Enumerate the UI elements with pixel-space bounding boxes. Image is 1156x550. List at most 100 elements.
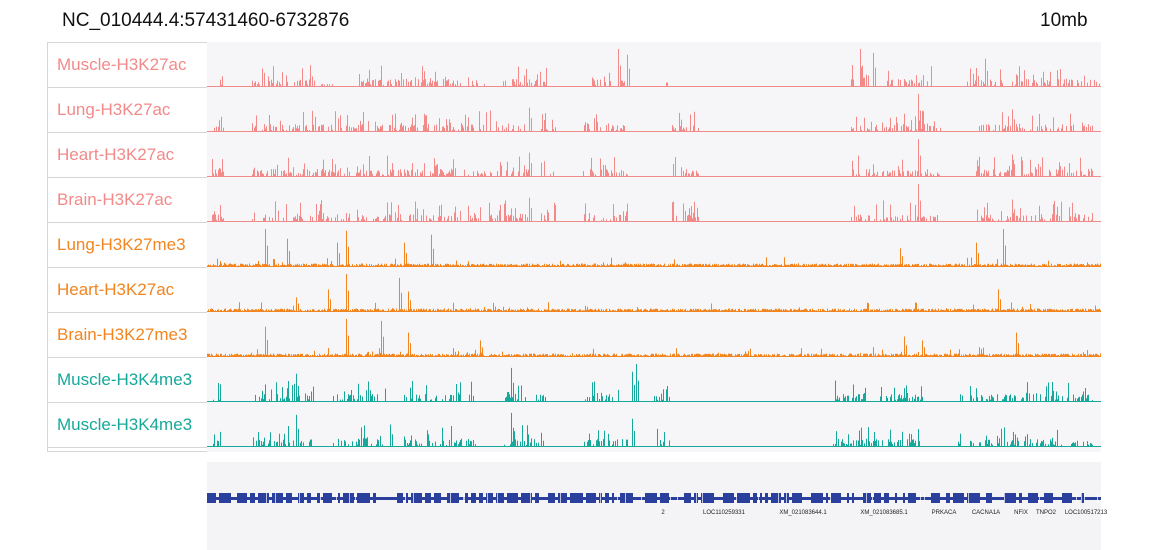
signal-peaks: [207, 319, 1101, 356]
exon-block: [258, 493, 269, 503]
track-signal: [207, 184, 1101, 222]
signal-peaks: [212, 139, 1093, 176]
exon-gap: [702, 493, 703, 503]
exon-gap: [670, 493, 671, 503]
exon-gap: [450, 493, 451, 503]
exon-block: [507, 493, 518, 503]
gene-label[interactable]: NFIX: [1014, 510, 1028, 516]
exon-block: [373, 493, 376, 503]
exon-block: [831, 493, 841, 503]
track-data-area[interactable]: [207, 42, 1101, 452]
track-label[interactable]: Brain-H3K27ac: [48, 178, 208, 223]
exon-block: [570, 493, 583, 503]
track-label[interactable]: Muscle-H3K4me3: [48, 358, 208, 403]
exon-gap: [696, 493, 697, 503]
track-label[interactable]: Muscle-H3K4me3: [48, 403, 208, 448]
exon-block: [760, 493, 762, 503]
exon-gap: [677, 493, 678, 503]
exon-block: [895, 493, 897, 503]
exon-gap: [560, 493, 561, 503]
exon-block: [701, 493, 714, 503]
exon-block: [946, 493, 950, 503]
exon-block: [612, 493, 614, 503]
exon-block: [1028, 493, 1038, 503]
exon-block: [967, 493, 980, 503]
scale-label: 10mb: [1040, 10, 1088, 31]
exon-gap: [617, 493, 618, 503]
exon-gap: [487, 493, 488, 503]
gene-label[interactable]: PRKACA: [931, 510, 957, 516]
exon-gap: [641, 493, 642, 503]
exon-block: [425, 493, 431, 503]
exon-gap: [872, 493, 873, 503]
gene-label[interactable]: CACNA1A: [971, 510, 1001, 516]
exon-gap: [355, 493, 356, 503]
exon-gap: [968, 493, 969, 503]
gene-label[interactable]: LOC100517213: [1064, 510, 1108, 516]
track-label[interactable]: Brain-H3K27me3: [48, 313, 208, 358]
exon-block: [1081, 493, 1084, 503]
exon-block: [811, 493, 823, 503]
exon-block: [753, 493, 757, 503]
track-signal: [207, 412, 1101, 447]
exon-gap: [600, 493, 601, 503]
exon-gap: [336, 493, 337, 503]
exon-block: [1044, 493, 1053, 503]
track-panel: Muscle-H3K27ac Lung-H3K27ac Heart-H3K27ac B…: [47, 42, 1101, 452]
exon-block: [548, 493, 555, 503]
exon-block: [558, 493, 567, 503]
track-signal: [207, 319, 1101, 357]
signal-peaks: [212, 184, 1093, 221]
exon-block: [397, 493, 403, 503]
exon-block: [765, 493, 768, 503]
track-label[interactable]: Lung-H3K27me3: [48, 223, 208, 268]
exon-block: [723, 493, 734, 503]
exon-gap: [299, 493, 300, 503]
signal-peaks: [207, 229, 1101, 266]
exon-block: [852, 493, 854, 503]
exon-gap: [320, 493, 321, 503]
exon-block: [447, 493, 459, 503]
exon-block: [874, 493, 881, 503]
exon-block: [986, 493, 992, 503]
exon-block: [535, 493, 539, 503]
exon-gap: [530, 493, 531, 503]
exon-block: [908, 493, 916, 503]
track-label[interactable]: Heart-H3K27ac: [48, 133, 208, 178]
signal-peaks: [208, 274, 1101, 311]
exon-block: [479, 493, 483, 503]
signal-peaks: [213, 364, 1093, 401]
exon-block: [931, 493, 940, 503]
exon-gap: [625, 493, 626, 503]
track-label[interactable]: Heart-H3K27ac: [48, 268, 208, 313]
exon-block: [660, 493, 669, 503]
exon-block: [645, 493, 657, 503]
gene-label[interactable]: LOC110259331: [703, 510, 745, 516]
track-label-column: Muscle-H3K27ac Lung-H3K27ac Heart-H3K27ac B…: [47, 42, 208, 452]
track-signal: [207, 364, 1101, 402]
exon-block: [953, 493, 964, 503]
exon-gap: [736, 493, 737, 503]
gene-label[interactable]: XM_021083644.1: [779, 510, 827, 516]
exon-gap: [866, 493, 867, 503]
track-label[interactable]: Muscle-H3K27ac: [48, 43, 208, 88]
exon-block: [250, 493, 255, 503]
exon-gap: [920, 493, 921, 503]
gene-label[interactable]: 2: [661, 510, 665, 516]
gene-annotation-track[interactable]: 2 LOC110259331 XM_021083644.1 XM_021083685.…: [207, 462, 1107, 550]
exon-block: [286, 493, 292, 503]
gene-label[interactable]: XM_021083685.1: [860, 510, 908, 516]
exon-block: [771, 493, 781, 503]
exon-block: [847, 493, 849, 503]
exon-block: [521, 493, 532, 503]
exon-gap: [830, 493, 831, 503]
exon-gap: [1097, 493, 1098, 503]
exon-gap: [778, 493, 779, 503]
exon-gap: [463, 493, 464, 503]
gene-label[interactable]: TNPO2: [1035, 510, 1057, 516]
exon-block: [338, 493, 340, 503]
track-label[interactable]: Lung-H3K27ac: [48, 88, 208, 133]
exon-block: [323, 493, 332, 503]
exon-block: [237, 493, 247, 503]
signal-peaks: [214, 94, 1093, 131]
